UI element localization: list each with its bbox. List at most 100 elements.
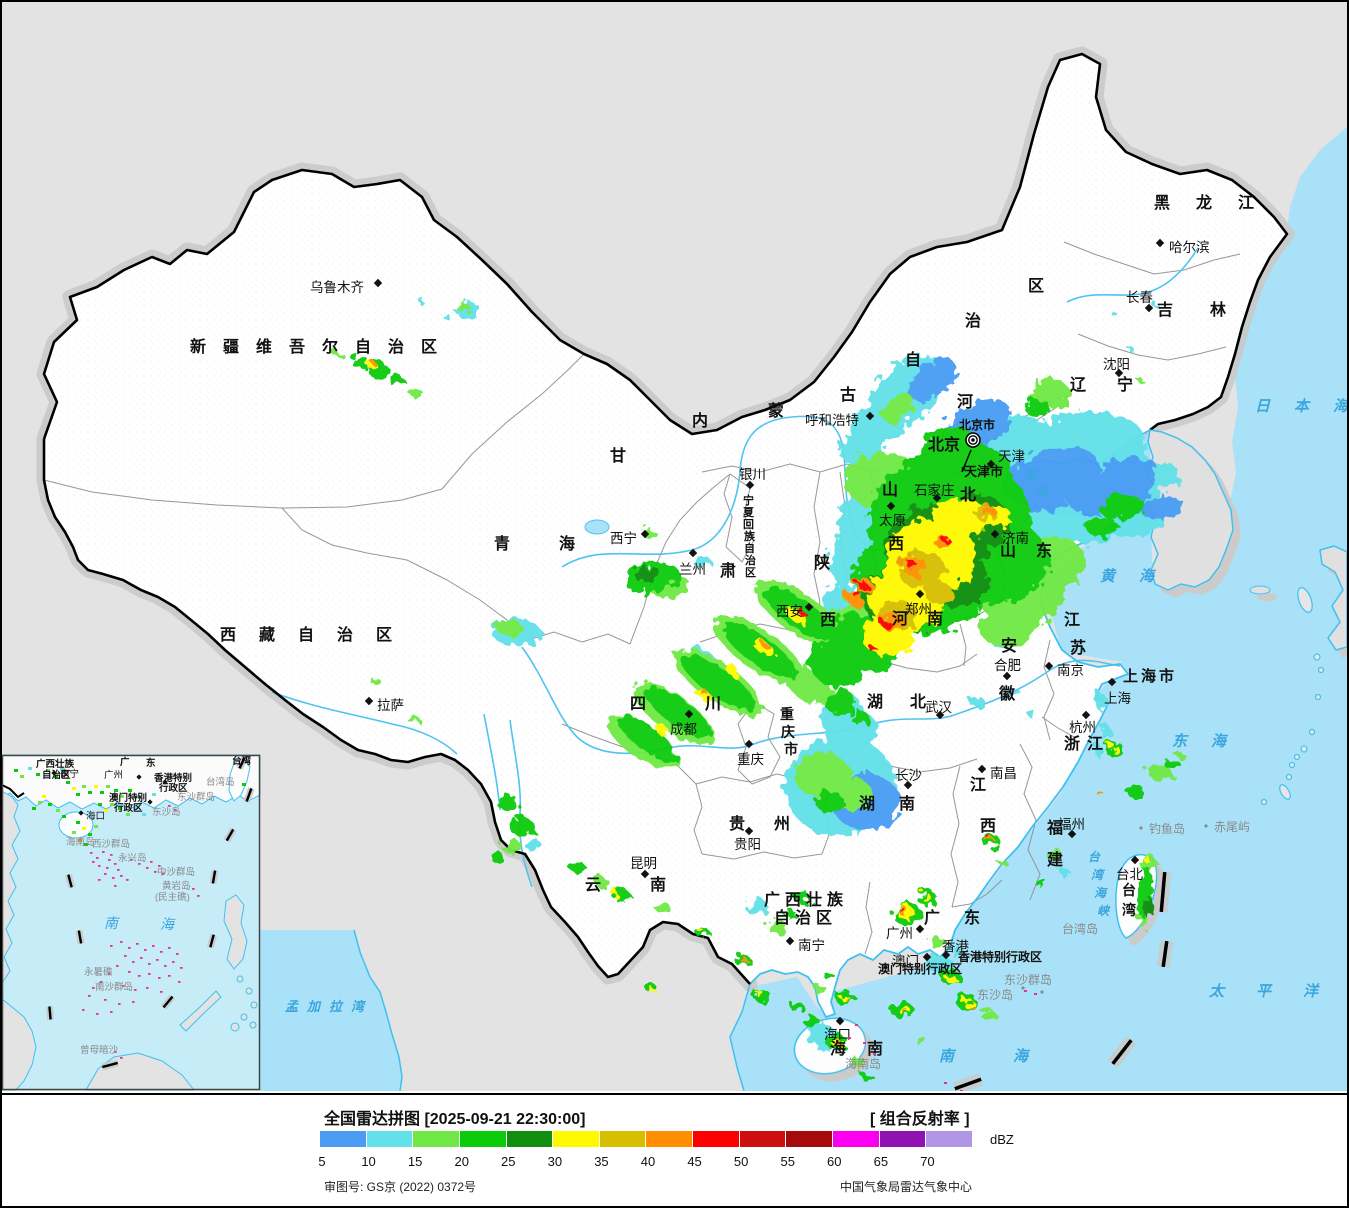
radar-echo: [907, 357, 957, 403]
city-label: 西安: [776, 604, 803, 619]
city-label: 澳门: [892, 954, 919, 969]
inset-island-dot: [168, 805, 171, 807]
inset-label: 南: [104, 915, 120, 931]
city-marker: [915, 924, 925, 934]
city-marker: [1107, 677, 1117, 687]
province-label: 治: [745, 553, 756, 567]
province-label: 上海市: [1123, 667, 1177, 685]
radar-echo: [968, 1004, 974, 1008]
inset-label: 永暑礁: [84, 966, 113, 978]
city-label: 沈阳: [1103, 357, 1130, 372]
radar-echo: [496, 794, 518, 810]
radar-echo: [654, 902, 670, 912]
inset-city-marker: [136, 774, 142, 780]
radar-echo: [1046, 848, 1062, 860]
legend-scale-value: 10: [361, 1154, 376, 1169]
radar-echo: [654, 723, 670, 737]
legend-scale-value: 60: [827, 1154, 842, 1169]
inset-radar-echo: [66, 781, 70, 784]
inset-radar-echo: [32, 807, 36, 810]
inset-island-dot: [138, 863, 141, 865]
city-marker: [640, 529, 650, 539]
city-label: 成都: [670, 722, 697, 737]
inset-island-dot: [110, 854, 113, 856]
legend-scale-value: 25: [501, 1154, 516, 1169]
radar-echo: [695, 927, 709, 937]
radar-echo: [1151, 302, 1157, 306]
radar-echo: [851, 711, 869, 725]
inset-island-dot: [168, 947, 171, 949]
province-label: 北京: [928, 435, 960, 454]
city-label: 长沙: [895, 768, 922, 783]
island-dot: [1204, 824, 1208, 828]
legend-color-swatch: [833, 1131, 879, 1147]
radar-echo: [853, 591, 861, 597]
island-label: 东沙岛: [977, 987, 1013, 1002]
legend-scale-value: 50: [733, 1154, 749, 1169]
sea-label: 太平洋: [1208, 983, 1347, 1000]
inset-island-dot: [126, 879, 129, 881]
maritime-boundary-dashes: [952, 871, 1174, 1091]
province-label: 族: [744, 529, 756, 543]
inset-island-dot: [100, 981, 103, 983]
province-label: 内: [692, 411, 708, 430]
city-label: 郑州: [905, 602, 932, 617]
inset-island-dot: [172, 961, 175, 963]
city-label: 呼和浩特: [805, 413, 859, 428]
radar-echo: [1140, 495, 1184, 519]
inset-island-dot: [98, 865, 101, 867]
inset-radar-echo: [94, 785, 98, 788]
inset-label: 台湾岛: [206, 776, 235, 788]
inset-island-dot: [130, 859, 133, 861]
province-label: 北: [960, 486, 976, 504]
radar-echo: [881, 620, 891, 628]
legend-scale-value: 30: [547, 1154, 563, 1169]
city-marker: [1114, 368, 1124, 378]
city-marker: [865, 411, 875, 421]
legend-color-swatch: [739, 1131, 786, 1147]
radar-echo: [926, 583, 954, 605]
city-label: 昆明: [630, 856, 657, 871]
city-label: 太原: [879, 513, 906, 528]
sea-label: 孟加拉湾: [285, 999, 373, 1014]
province-label: 澳门特别行政区: [878, 961, 962, 976]
city-marker: [1081, 710, 1091, 720]
island-label: 台湾岛: [1062, 921, 1098, 936]
city-marker: [1002, 671, 1012, 681]
inset-island-dot: [174, 809, 177, 811]
city-marker: [932, 493, 942, 503]
inset-radar-echo: [136, 795, 140, 798]
radar-echo: [1139, 380, 1145, 384]
legend-color-swatch: [320, 1131, 366, 1147]
legend-scale-value: 45: [687, 1154, 702, 1169]
province-label: 夏: [743, 506, 755, 519]
inset-island-dot: [152, 945, 155, 947]
inset-island-dot: [168, 975, 171, 977]
inset-city-marker: [51, 770, 57, 776]
inset-island-dot: [148, 973, 151, 975]
inset-island-dot: [96, 857, 99, 859]
legend-color-swatch: [926, 1131, 972, 1147]
radar-echo: [745, 899, 769, 915]
city-label: 福州: [1058, 817, 1085, 832]
inset-radar-echo: [82, 827, 86, 830]
inset-radar-echo: [100, 791, 104, 794]
legend-scale-value: 15: [407, 1154, 423, 1169]
city-label: 南京: [1057, 663, 1084, 678]
inset-island-dot: [160, 951, 163, 953]
sea-label: 南海: [939, 1048, 1087, 1065]
inset-label: 东沙群岛: [177, 791, 215, 803]
province-label: 西: [820, 611, 836, 629]
inset-island-dot: [104, 999, 107, 1001]
inset-radar-echoes: [14, 767, 252, 846]
inset-nine-dash-line: [45, 756, 255, 1071]
city-label: 济南: [1002, 531, 1029, 546]
inset-island-dot: [104, 873, 107, 875]
province-label: 重: [780, 706, 794, 722]
radar-echo: [700, 688, 708, 696]
inset-radar-echo: [46, 769, 50, 772]
radar-echo: [1127, 786, 1145, 798]
city-label: 广州: [886, 926, 913, 941]
legend-color-swatch: [553, 1131, 599, 1147]
radar-echo: [846, 998, 850, 1002]
